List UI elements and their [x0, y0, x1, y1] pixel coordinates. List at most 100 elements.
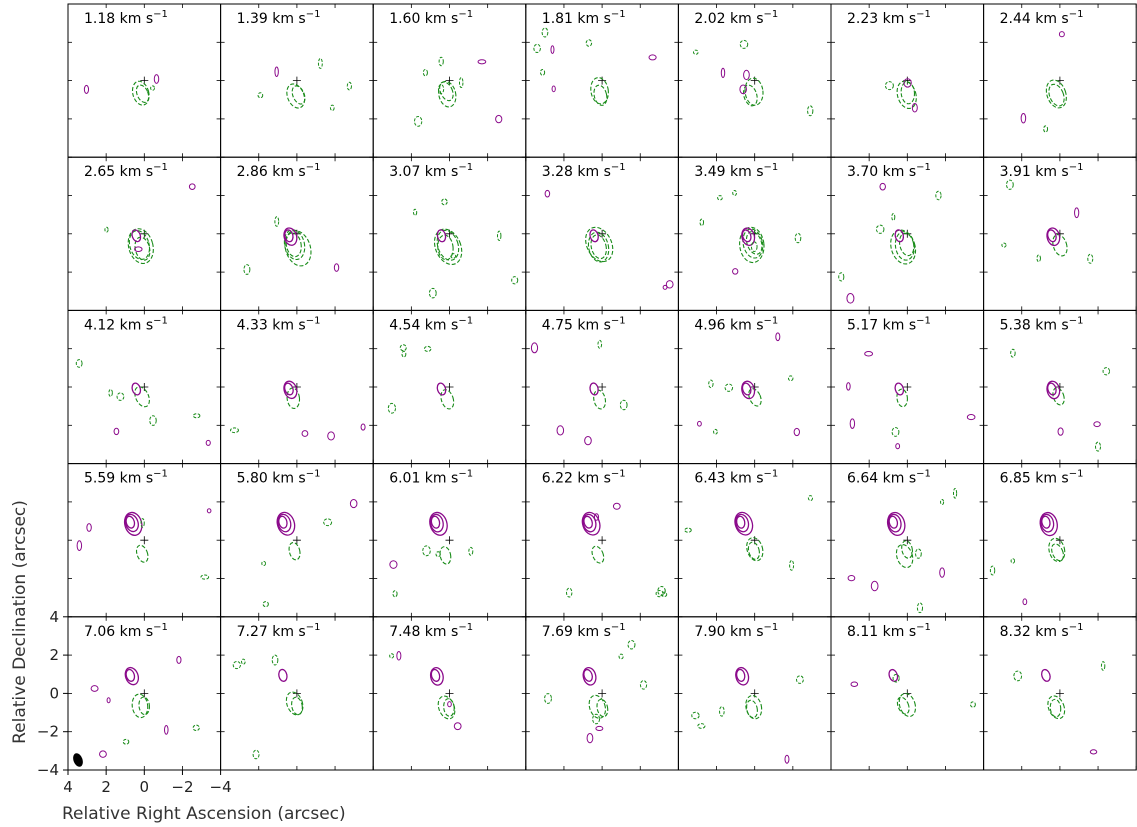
panel-velocity-label: 4.96 km s−1 — [694, 315, 778, 333]
purple-noise-contour — [164, 725, 169, 735]
green-contour — [285, 232, 302, 258]
panel-velocity-label: 6.43 km s−1 — [694, 469, 778, 487]
panel-velocity-label: 6.22 km s−1 — [542, 469, 626, 487]
green-noise-contour — [1006, 179, 1014, 190]
purple-noise-contour — [389, 560, 398, 569]
panel-velocity-label: 2.23 km s−1 — [847, 9, 931, 27]
green-noise-contour — [750, 241, 758, 253]
purple-noise-contour — [586, 732, 594, 744]
green-contour — [138, 696, 150, 716]
purple-contour — [741, 382, 752, 396]
center-marker — [292, 536, 301, 545]
purple-contour — [278, 515, 288, 529]
green-contour — [747, 541, 760, 560]
center-marker — [1055, 689, 1064, 698]
green-noise-contour — [401, 350, 407, 358]
center-marker — [598, 536, 607, 545]
panel-30: 7.27 km s−1 — [220, 616, 374, 771]
purple-noise-contour — [648, 54, 657, 61]
purple-noise-contour — [895, 443, 901, 450]
purple-contour — [894, 382, 905, 396]
green-noise-contour — [639, 680, 648, 690]
purple-contour — [1041, 515, 1051, 529]
green-noise-contour — [232, 660, 241, 670]
green-noise-contour — [271, 654, 279, 666]
purple-contour — [125, 668, 136, 682]
green-noise-contour — [317, 58, 323, 69]
panel-velocity-label: 7.27 km s−1 — [237, 622, 321, 640]
panel-5: 2.02 km s−1 — [677, 3, 832, 158]
purple-noise-contour — [477, 59, 487, 65]
green-noise-contour — [1036, 254, 1041, 263]
green-noise-contour — [796, 675, 804, 684]
purple-contour — [741, 380, 756, 400]
green-contour — [901, 540, 914, 559]
green-contour — [588, 694, 607, 719]
panel-22: 5.59 km s−1 — [67, 463, 222, 618]
panel-velocity-label: 8.11 km s−1 — [847, 622, 931, 640]
green-noise-contour — [657, 586, 666, 596]
purple-contour — [429, 666, 444, 686]
green-noise-contour — [940, 499, 945, 506]
green-contour — [894, 231, 915, 261]
green-noise-contour — [428, 287, 437, 299]
purple-noise-contour — [134, 246, 143, 252]
x-tick-label: 2 — [101, 778, 111, 796]
panel-velocity-label: 4.75 km s−1 — [542, 315, 626, 333]
green-noise-contour — [691, 711, 700, 720]
purple-contour — [1041, 668, 1051, 682]
green-noise-contour — [1010, 348, 1016, 358]
purple-contour — [131, 382, 142, 396]
green-noise-contour — [423, 345, 432, 352]
purple-noise-contour — [1074, 207, 1080, 219]
panel-28: 6.85 km s−1 — [983, 463, 1137, 618]
green-contour — [1048, 83, 1065, 107]
purple-contour — [894, 229, 905, 243]
green-noise-contour — [935, 190, 942, 201]
green-contour — [744, 77, 764, 106]
purple-contour — [430, 668, 441, 682]
green-noise-contour — [952, 488, 958, 499]
panel-29: 7.06 km s−1 — [67, 616, 222, 771]
green-contour — [443, 698, 455, 717]
panel-21: 5.38 km s−1 — [983, 309, 1137, 465]
panel-20: 5.17 km s−1 — [830, 309, 985, 465]
panel-velocity-label: 3.28 km s−1 — [542, 162, 626, 180]
center-marker — [292, 689, 301, 698]
green-noise-contour — [257, 92, 264, 99]
green-noise-contour — [192, 724, 200, 732]
panel-velocity-label: 2.44 km s−1 — [1000, 9, 1084, 27]
purple-noise-contour — [153, 74, 160, 84]
green-noise-contour — [458, 77, 464, 89]
purple-noise-contour — [775, 332, 781, 342]
purple-contour — [1039, 511, 1058, 537]
green-contour — [748, 388, 762, 407]
purple-noise-contour — [584, 436, 592, 446]
green-noise-contour — [412, 208, 418, 216]
x-tick-label: 4 — [63, 778, 73, 796]
green-noise-contour — [1013, 670, 1023, 682]
panel-velocity-label: 1.60 km s−1 — [389, 9, 473, 27]
green-contour — [743, 84, 758, 107]
panel-7: 2.44 km s−1 — [983, 3, 1137, 158]
purple-contour — [886, 511, 906, 536]
purple-noise-contour — [90, 685, 99, 692]
purple-noise-contour — [879, 182, 886, 191]
purple-noise-contour — [847, 574, 856, 582]
panel-13: 3.70 km s−1 — [830, 156, 985, 311]
panel-velocity-label: 4.12 km s−1 — [84, 315, 168, 333]
green-noise-contour — [585, 39, 593, 47]
green-noise-contour — [618, 653, 624, 660]
purple-contour — [735, 666, 750, 686]
purple-noise-contour — [849, 418, 856, 429]
y-tick-label: −4 — [37, 761, 59, 779]
center-marker — [598, 76, 607, 85]
green-contour — [896, 80, 917, 110]
purple-noise-contour — [550, 45, 555, 54]
green-noise-contour — [413, 115, 423, 127]
green-contour — [896, 388, 908, 408]
purple-noise-contour — [205, 439, 211, 446]
purple-noise-contour — [903, 78, 912, 88]
green-noise-contour — [989, 565, 996, 576]
